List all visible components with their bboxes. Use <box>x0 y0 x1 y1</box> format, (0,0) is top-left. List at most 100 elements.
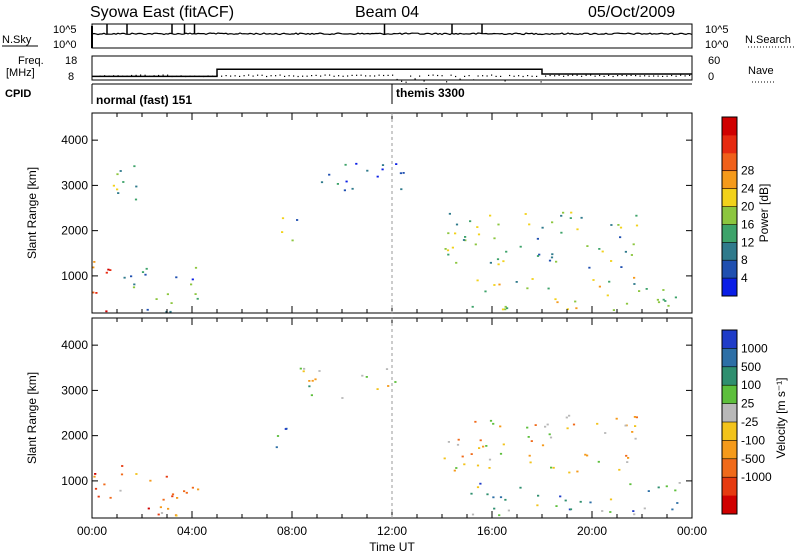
nave-point <box>648 75 650 77</box>
echo-cell <box>537 494 540 497</box>
echo-cell <box>194 266 198 269</box>
ytick-label: 2000 <box>61 429 88 443</box>
echo-cell <box>549 436 553 439</box>
nave-point <box>540 81 542 83</box>
nave-point <box>302 75 304 77</box>
nave-point <box>450 74 452 76</box>
colorbar-tick-label: 28 <box>741 164 755 178</box>
nave-point <box>225 75 227 77</box>
nave-point <box>275 75 277 77</box>
echo-cell <box>132 286 136 289</box>
nsky-line <box>91 32 693 36</box>
echo-cell <box>565 416 568 419</box>
nave-point <box>216 74 218 76</box>
colorbar-tick-label: 20 <box>741 200 755 214</box>
nave-point <box>261 74 263 76</box>
echo-cell <box>291 239 294 242</box>
echo-cell <box>604 432 607 434</box>
echo-cell <box>615 417 618 420</box>
nave-point <box>581 75 583 77</box>
freq-tick-bottom: 8 <box>68 71 74 83</box>
nave-point <box>171 75 173 78</box>
echo-cell <box>122 181 125 183</box>
echo-cell <box>169 310 172 313</box>
nave-point <box>522 75 524 78</box>
echo-cell <box>674 489 677 492</box>
colorbar-swatch <box>722 152 737 172</box>
echo-cell <box>626 461 629 463</box>
colorbar-swatch <box>722 134 737 154</box>
echo-cell <box>381 164 385 166</box>
echo-cell <box>311 379 314 382</box>
echo-cell <box>97 495 100 498</box>
nave-point <box>590 74 592 76</box>
nave-point <box>360 74 362 76</box>
nave-point <box>270 75 272 77</box>
nave-point <box>644 75 646 77</box>
echo-cell <box>95 292 98 294</box>
nsky-tick-bottom: 10^0 <box>53 39 77 51</box>
echo-cell <box>502 260 505 263</box>
nave-point <box>153 75 155 77</box>
echo-cell <box>296 219 299 221</box>
freq-series <box>92 68 692 83</box>
echo-cell <box>351 187 354 190</box>
echo-cell <box>185 491 188 494</box>
echo-cell <box>489 419 493 422</box>
echo-cell <box>464 239 467 242</box>
echo-cell <box>361 374 364 377</box>
echo-cell <box>507 509 510 512</box>
nave-point <box>126 75 128 77</box>
echo-cell <box>376 388 379 390</box>
echo-cell <box>93 475 96 478</box>
echo-cell <box>560 214 563 217</box>
nave-point <box>176 75 178 77</box>
echo-cell <box>534 424 537 426</box>
nave-point <box>446 81 448 83</box>
date-title: 05/Oct/2009 <box>588 4 675 21</box>
echo-cell <box>448 212 451 215</box>
echo-cell <box>492 422 495 425</box>
nave-point <box>207 75 209 77</box>
echo-cell <box>470 492 473 495</box>
echo-cell <box>619 236 622 239</box>
echo-cell <box>444 248 447 250</box>
echo-cell <box>395 163 398 165</box>
nave-point <box>504 80 506 82</box>
echo-cell <box>303 367 306 370</box>
echo-cell <box>461 455 464 458</box>
nave-point <box>518 75 520 77</box>
echo-cell <box>103 483 106 486</box>
nave-point <box>662 75 664 77</box>
echo-cell <box>141 271 145 273</box>
echo-cell <box>635 224 639 227</box>
nave-point <box>653 75 655 77</box>
cpid-mode-2: themis 3300 <box>396 86 465 100</box>
colorbar-tick-label: 100 <box>741 378 761 392</box>
echo-cell <box>310 394 313 397</box>
nave-point <box>405 81 407 83</box>
nsky-label: N.Sky <box>2 34 32 46</box>
echo-cell <box>165 475 168 478</box>
echo-cell <box>551 253 554 256</box>
echo-cell <box>656 298 659 301</box>
echo-cell <box>446 249 450 252</box>
echo-cell <box>598 248 601 250</box>
nave-point <box>104 75 106 77</box>
nave-point <box>630 74 632 76</box>
nsky-tick-top: 10^5 <box>53 24 77 36</box>
nave-point <box>585 74 587 76</box>
echo-cell <box>120 473 124 476</box>
echo-cell <box>455 261 458 264</box>
nave-point <box>527 75 529 77</box>
echo-cell <box>197 488 200 491</box>
nave-point <box>473 79 475 81</box>
echo-cell <box>478 447 481 449</box>
echo-cell <box>470 453 473 455</box>
echo-cell <box>196 297 199 300</box>
echo-cell <box>609 498 613 501</box>
echo-cell <box>486 493 489 496</box>
echo-cell <box>399 172 402 175</box>
echo-cell <box>574 300 577 303</box>
echo-cell <box>167 507 170 510</box>
